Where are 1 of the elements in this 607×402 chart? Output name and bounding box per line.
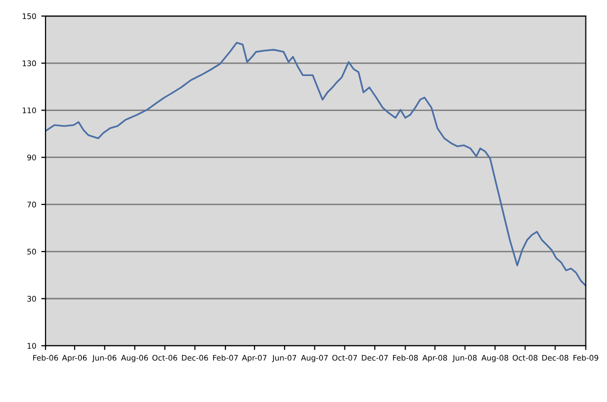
line-series <box>46 42 586 287</box>
